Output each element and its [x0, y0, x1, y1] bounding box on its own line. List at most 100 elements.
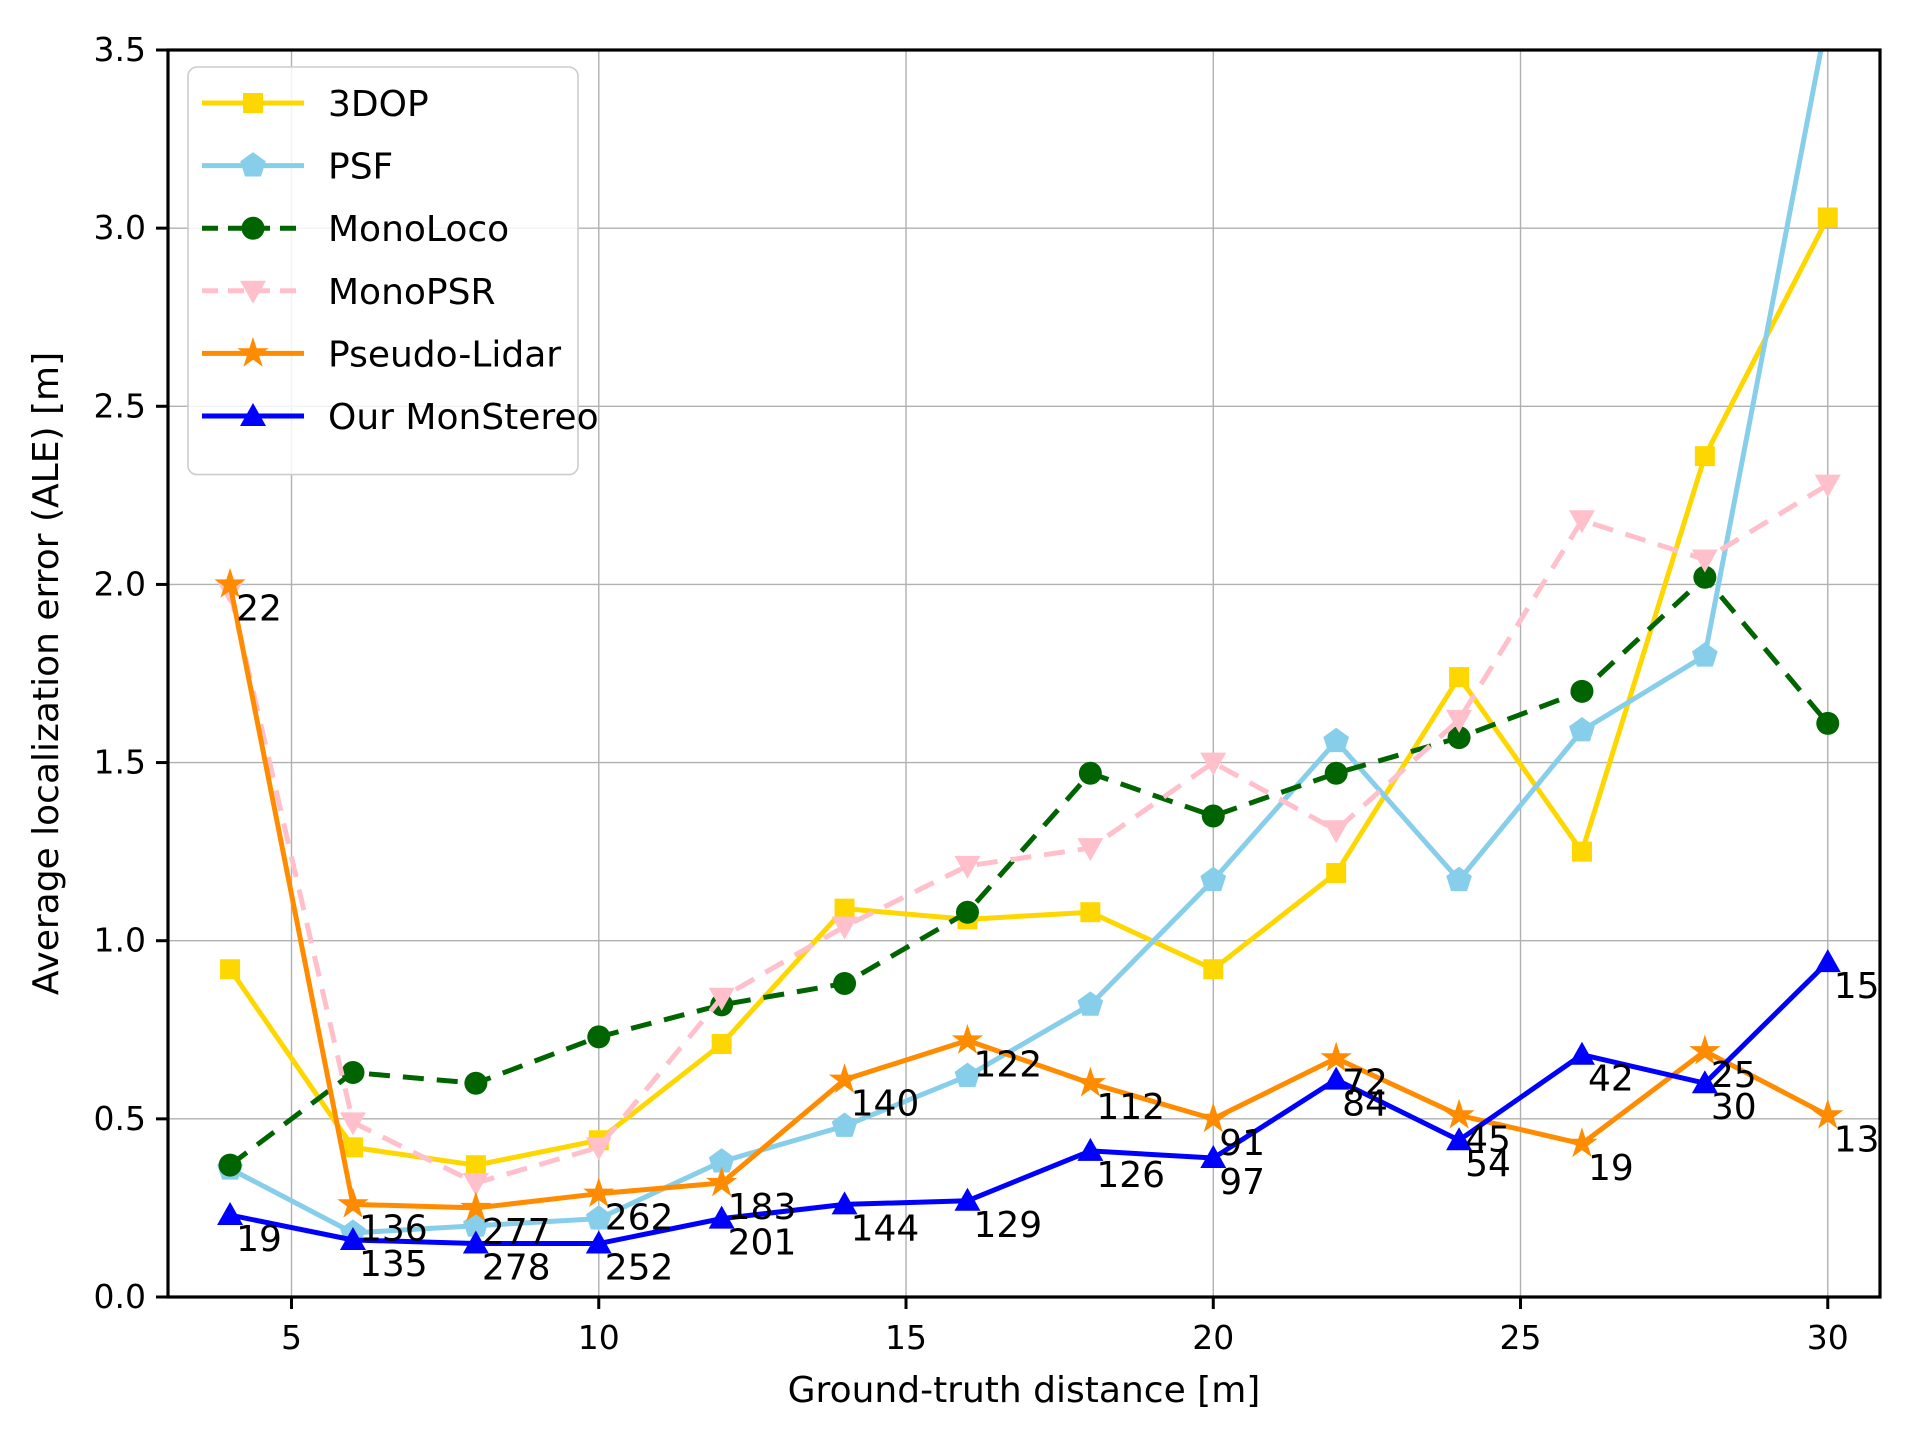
monopsr-marker-x16	[954, 855, 981, 879]
3dop-marker-x8	[465, 1155, 486, 1176]
monoloco-marker-x26	[1570, 679, 1594, 703]
our-monstereo-count-label-x24: 54	[1465, 1144, 1511, 1185]
y-tick-label-3.5: 3.5	[94, 30, 146, 69]
our-monstereo-count-label-x28: 30	[1711, 1087, 1757, 1128]
pseudo-lidar-marker-x12	[705, 1166, 738, 1197]
our-monstereo-marker-x28	[1691, 1070, 1718, 1094]
pseudo-lidar-marker-x28	[1689, 1034, 1721, 1065]
pseudo-lidar-count-label-x26: 19	[1588, 1148, 1634, 1189]
pseudo-lidar-marker-x26	[1566, 1127, 1598, 1158]
our-monstereo-marker-x20	[1200, 1145, 1227, 1169]
pseudo-lidar-marker-x8	[460, 1191, 492, 1222]
annotation-layer: 22 136 277 262 183 140 122 112 91 72 45 19 25 13 19 135…	[236, 588, 1880, 1288]
pseudo-lidar-count-label-x20: 91	[1219, 1123, 1265, 1164]
psf-marker-x16	[954, 1062, 981, 1088]
pseudo-lidar-count-label-x8: 277	[482, 1212, 551, 1253]
x-tick-label-15: 15	[885, 1318, 927, 1357]
y-tick-label-0.5: 0.5	[94, 1099, 146, 1138]
y-tick-label-0.0: 0.0	[94, 1277, 146, 1316]
monoloco-marker-x20	[1201, 804, 1225, 828]
monoloco-legend-label: MonoLoco	[328, 209, 509, 250]
our-monstereo-count-label-x18: 126	[1096, 1155, 1165, 1196]
legend-item-monopsr: MonoPSR	[202, 272, 496, 313]
x-tick-label-30: 30	[1807, 1318, 1849, 1357]
monopsr-marker-x20	[1200, 752, 1227, 776]
y-tick-label-2.0: 2.0	[94, 564, 146, 603]
pseudo-lidar-marker-x10	[583, 1177, 615, 1208]
pseudo-lidar-marker-x20	[1197, 1102, 1229, 1133]
our-monstereo-marker-x30	[1814, 949, 1841, 973]
monopsr-marker-x8	[462, 1172, 489, 1196]
3dop-marker-x20	[1203, 959, 1224, 980]
our-monstereo-legend-marker	[240, 403, 266, 426]
monopsr-line	[227, 482, 1830, 1186]
monopsr-marker-x10	[585, 1137, 612, 1161]
x-tick-label-10: 10	[578, 1318, 620, 1357]
pseudo-lidar-count-label-x24: 45	[1465, 1119, 1511, 1160]
monoloco-line	[228, 574, 1830, 1168]
pseudo-lidar-marker-x22	[1320, 1041, 1352, 1072]
pseudo-lidar-marker-x4	[214, 567, 246, 598]
monopsr-marker-x22	[1323, 820, 1350, 844]
legend-item-monoloco: MonoLoco	[202, 209, 509, 250]
3dop-marker-x28	[1694, 446, 1715, 467]
3dop-marker-x18	[1080, 902, 1101, 923]
our-monstereo-marker-x16	[954, 1187, 981, 1211]
legend-item-our-monstereo: Our MonStereo	[202, 397, 599, 438]
psf-legend-label: PSF	[328, 147, 393, 188]
y-tick-label-1.5: 1.5	[94, 743, 146, 782]
pseudo-lidar-count-label-x10: 262	[605, 1198, 674, 1239]
our-monstereo-marker-x26	[1568, 1041, 1595, 1065]
monoloco-marker-x16	[955, 900, 979, 924]
monopsr-marker-x30	[1814, 474, 1841, 498]
3dop-marker-x12	[711, 1034, 732, 1055]
monopsr-legend-marker	[240, 280, 266, 304]
our-monstereo-count-label-x14: 144	[851, 1208, 920, 1249]
pseudo-lidar-count-label-x12: 183	[728, 1187, 797, 1228]
series-our-monstereo	[217, 949, 1841, 1254]
our-monstereo-count-label-x26: 42	[1588, 1059, 1634, 1100]
plot-frame	[166, 48, 1882, 1299]
monoloco-marker-x24	[1447, 726, 1471, 750]
3dop-marker-x14	[834, 898, 855, 919]
pseudo-lidar-marker-x14	[828, 1063, 861, 1094]
pseudo-lidar-legend-marker	[237, 336, 269, 367]
3dop-marker-x30	[1817, 207, 1838, 228]
psf-marker-x10	[585, 1205, 612, 1230]
legend-box	[187, 66, 579, 476]
psf-marker-x14	[831, 1112, 858, 1137]
our-monstereo-marker-x18	[1077, 1137, 1104, 1161]
our-monstereo-marker-x8	[462, 1230, 489, 1254]
our-monstereo-marker-x6	[339, 1226, 366, 1250]
our-monstereo-count-label-x4: 19	[236, 1219, 282, 1260]
psf-marker-x26	[1569, 717, 1595, 742]
3dop-marker-x4	[220, 959, 241, 980]
y-tick-label-3.0: 3.0	[94, 208, 146, 247]
monoloco-marker-x28	[1693, 565, 1717, 589]
pseudo-lidar-count-label-x30: 13	[1834, 1119, 1880, 1160]
our-monstereo-marker-x12	[708, 1205, 735, 1229]
our-monstereo-count-label-x20: 97	[1219, 1162, 1265, 1203]
our-monstereo-count-label-x12: 201	[728, 1223, 797, 1264]
monoloco-marker-x22	[1324, 761, 1348, 785]
monoloco-marker-x6	[341, 1061, 365, 1085]
our-monstereo-count-label-x6: 135	[359, 1244, 428, 1285]
legend-item-pseudo-lidar: Pseudo-Lidar	[202, 334, 561, 375]
x-tick-label-5: 5	[281, 1318, 302, 1357]
our-monstereo-marker-x4	[217, 1202, 244, 1226]
pseudo-lidar-count-label-x16: 122	[973, 1044, 1042, 1085]
x-axis-label: Ground-truth distance [m]	[788, 1370, 1261, 1411]
pseudo-lidar-count-label-x6: 136	[359, 1208, 428, 1249]
3dop-marker-x6	[342, 1137, 363, 1158]
monopsr-legend-label: MonoPSR	[328, 272, 496, 313]
our-monstereo-count-label-x30: 15	[1834, 966, 1880, 1007]
pseudo-lidar-marker-x6	[337, 1187, 369, 1218]
monoloco-marker-x8	[464, 1071, 488, 1095]
y-tick-label-1.0: 1.0	[94, 921, 146, 960]
pseudo-lidar-count-label-x14: 140	[851, 1084, 920, 1125]
psf-marker-x30	[1815, 1, 1841, 25]
legend: 3DOP PSF MonoLoco MonoPSR Pseudo-Lidar Our Mo…	[187, 66, 599, 476]
monoloco-marker-x18	[1078, 761, 1102, 785]
psf-marker-x20	[1200, 866, 1227, 892]
